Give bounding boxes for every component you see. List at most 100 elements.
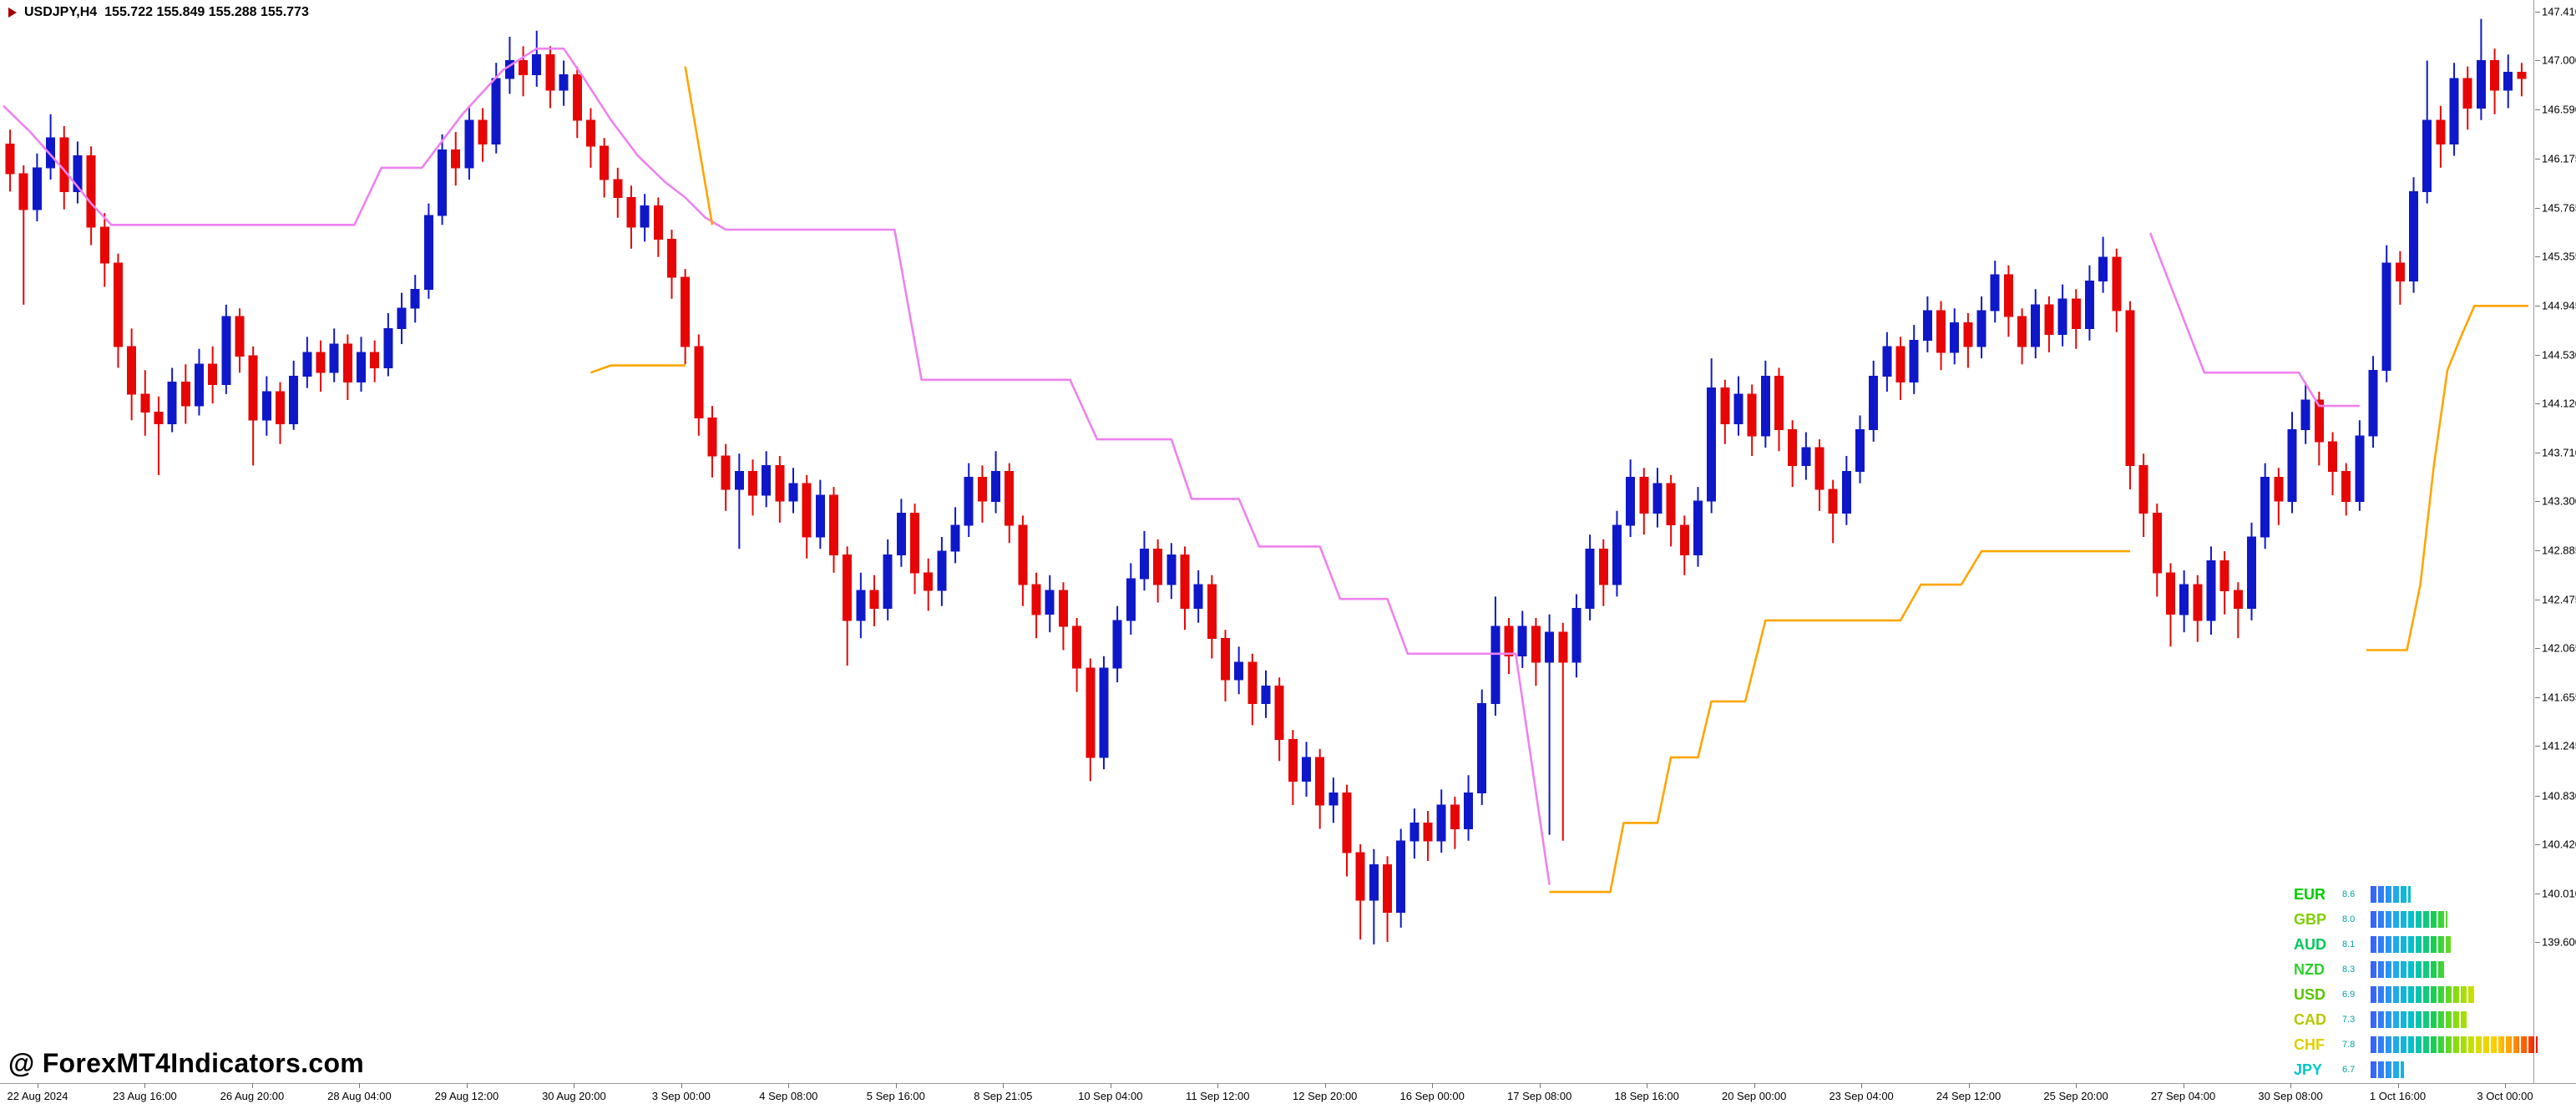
currency-strength-meter: EUR 8.6 GBP 8.0 AUD 8.1 NZD 8.3 USD 6.9 CAD 7.3 CHF 7…: [2294, 882, 2538, 1082]
time-axis-tick: [1432, 1083, 1434, 1088]
bear-candle: [1153, 539, 1163, 603]
bear-candle: [1423, 811, 1433, 861]
bear-candle: [585, 108, 595, 168]
strength-row-jpy: JPY 6.7: [2294, 1057, 2538, 1082]
strength-row-gbp: GBP 8.0: [2294, 907, 2538, 932]
time-axis-tick: [251, 1083, 253, 1088]
time-axis-separator: [0, 1083, 2576, 1084]
price-axis-tick: [2535, 60, 2540, 62]
bear-candle: [1031, 572, 1041, 639]
bear-candle: [127, 328, 137, 421]
currency-strength-bar: [2371, 911, 2447, 928]
bull-candle: [1477, 689, 1487, 805]
chart-plot-area[interactable]: [0, 0, 2532, 1083]
bear-candle: [1315, 748, 1325, 829]
bear-candle: [2462, 66, 2472, 130]
symbol-icon: [8, 8, 17, 18]
bull-candle: [1855, 415, 1865, 484]
bear-candle: [1504, 618, 1514, 675]
bull-candle: [1464, 775, 1474, 841]
bull-candle: [195, 348, 204, 416]
bear-candle: [2125, 301, 2135, 489]
time-axis-tick: [681, 1083, 682, 1088]
price-axis-tick: [2535, 746, 2540, 747]
currency-code: USD: [2294, 985, 2326, 1003]
bear-candle: [342, 334, 352, 400]
bear-candle: [707, 406, 717, 478]
lower-trailing-stop-flip-line: [684, 66, 714, 225]
bear-candle: [721, 443, 731, 511]
time-axis-label: 5 Sep 16:00: [866, 1090, 925, 1102]
currency-code: JPY: [2294, 1061, 2323, 1078]
bear-candle: [1450, 797, 1460, 849]
price-axis-separator: [2533, 0, 2534, 1083]
bull-candle: [1922, 296, 1932, 352]
bear-candle: [1895, 337, 1905, 400]
currency-strength-bar: [2371, 1036, 2538, 1053]
time-axis-label: 23 Sep 04:00: [1829, 1090, 1894, 1102]
bear-candle: [681, 269, 691, 365]
price-axis-tick: [2535, 12, 2540, 13]
time-axis-tick: [359, 1083, 361, 1088]
currency-code: GBP: [2294, 910, 2327, 928]
time-axis-label: 16 Sep 00:00: [1399, 1090, 1465, 1102]
bull-candle: [1707, 358, 1717, 514]
price-axis-label: 142.885: [2542, 544, 2576, 557]
bear-candle: [1828, 479, 1838, 544]
bull-candle: [1545, 614, 1555, 835]
bear-candle: [2044, 296, 2054, 352]
price-axis-label: 146.175: [2542, 152, 2576, 165]
bull-candle: [46, 114, 56, 180]
bull-candle: [2476, 18, 2486, 120]
watermark: @ ForexMT4Indicators.com: [8, 1048, 365, 1078]
bull-candle: [1409, 808, 1420, 859]
bear-candle: [2152, 504, 2162, 597]
bull-candle: [1112, 605, 1122, 682]
chart-title: USDJPY,H4 155.722 155.849 155.288 155.77…: [8, 5, 309, 20]
price-axis-tick: [2535, 354, 2540, 356]
currency-strength-value: 8.1: [2342, 939, 2356, 949]
bear-candle: [99, 213, 109, 287]
bear-candle: [2436, 105, 2446, 168]
bull-candle: [2260, 463, 2270, 549]
bull-candle: [1490, 596, 1501, 716]
bull-candle: [2449, 63, 2459, 156]
bull-candle: [2247, 522, 2256, 620]
currency-strength-bar: [2371, 1061, 2404, 1078]
bull-candle: [640, 194, 650, 242]
bear-candle: [1774, 367, 1784, 452]
time-axis-label: 11 Sep 12:00: [1186, 1090, 1250, 1102]
strength-row-cad: CAD 7.3: [2294, 1007, 2538, 1032]
currency-strength-bar: [2371, 961, 2444, 978]
bear-candle: [276, 382, 285, 444]
bear-candle: [802, 474, 812, 559]
bull-candle: [2503, 54, 2513, 109]
bull-candle: [883, 539, 893, 620]
price-axis-label: 143.300: [2542, 494, 2576, 508]
price-axis-label: 145.765: [2542, 201, 2576, 215]
price-axis-tick: [2535, 109, 2540, 110]
bull-candle: [2287, 412, 2297, 514]
bull-candle: [2179, 570, 2189, 633]
currency-code: EUR: [2294, 885, 2326, 903]
chart-canvas[interactable]: [0, 0, 2532, 1083]
bear-candle: [1221, 630, 1230, 701]
price-axis[interactable]: 147.410 147.000 146.590 146.175 145.765 145.3…: [2535, 0, 2576, 1083]
bear-candle: [1598, 539, 1608, 606]
price-axis-label: 144.945: [2542, 299, 2576, 312]
time-axis[interactable]: 22 Aug 2024 23 Aug 16:00 26 Aug 20:00 28 Au…: [0, 1083, 2533, 1109]
time-axis-tick: [144, 1083, 146, 1088]
bull-candle: [2368, 356, 2378, 448]
currency-strength-value: 8.6: [2342, 889, 2356, 899]
price-axis-tick: [2535, 207, 2540, 209]
bull-candle: [1099, 656, 1109, 770]
price-axis-tick: [2535, 844, 2540, 846]
bear-candle: [1018, 515, 1028, 606]
bear-candle: [1936, 301, 1946, 371]
bull-candle: [896, 499, 906, 567]
bear-candle: [1274, 677, 1284, 762]
bull-candle: [1950, 308, 1960, 365]
bull-candle: [2098, 236, 2108, 293]
bull-candle: [2409, 177, 2418, 293]
bull-candle: [1990, 261, 2000, 323]
